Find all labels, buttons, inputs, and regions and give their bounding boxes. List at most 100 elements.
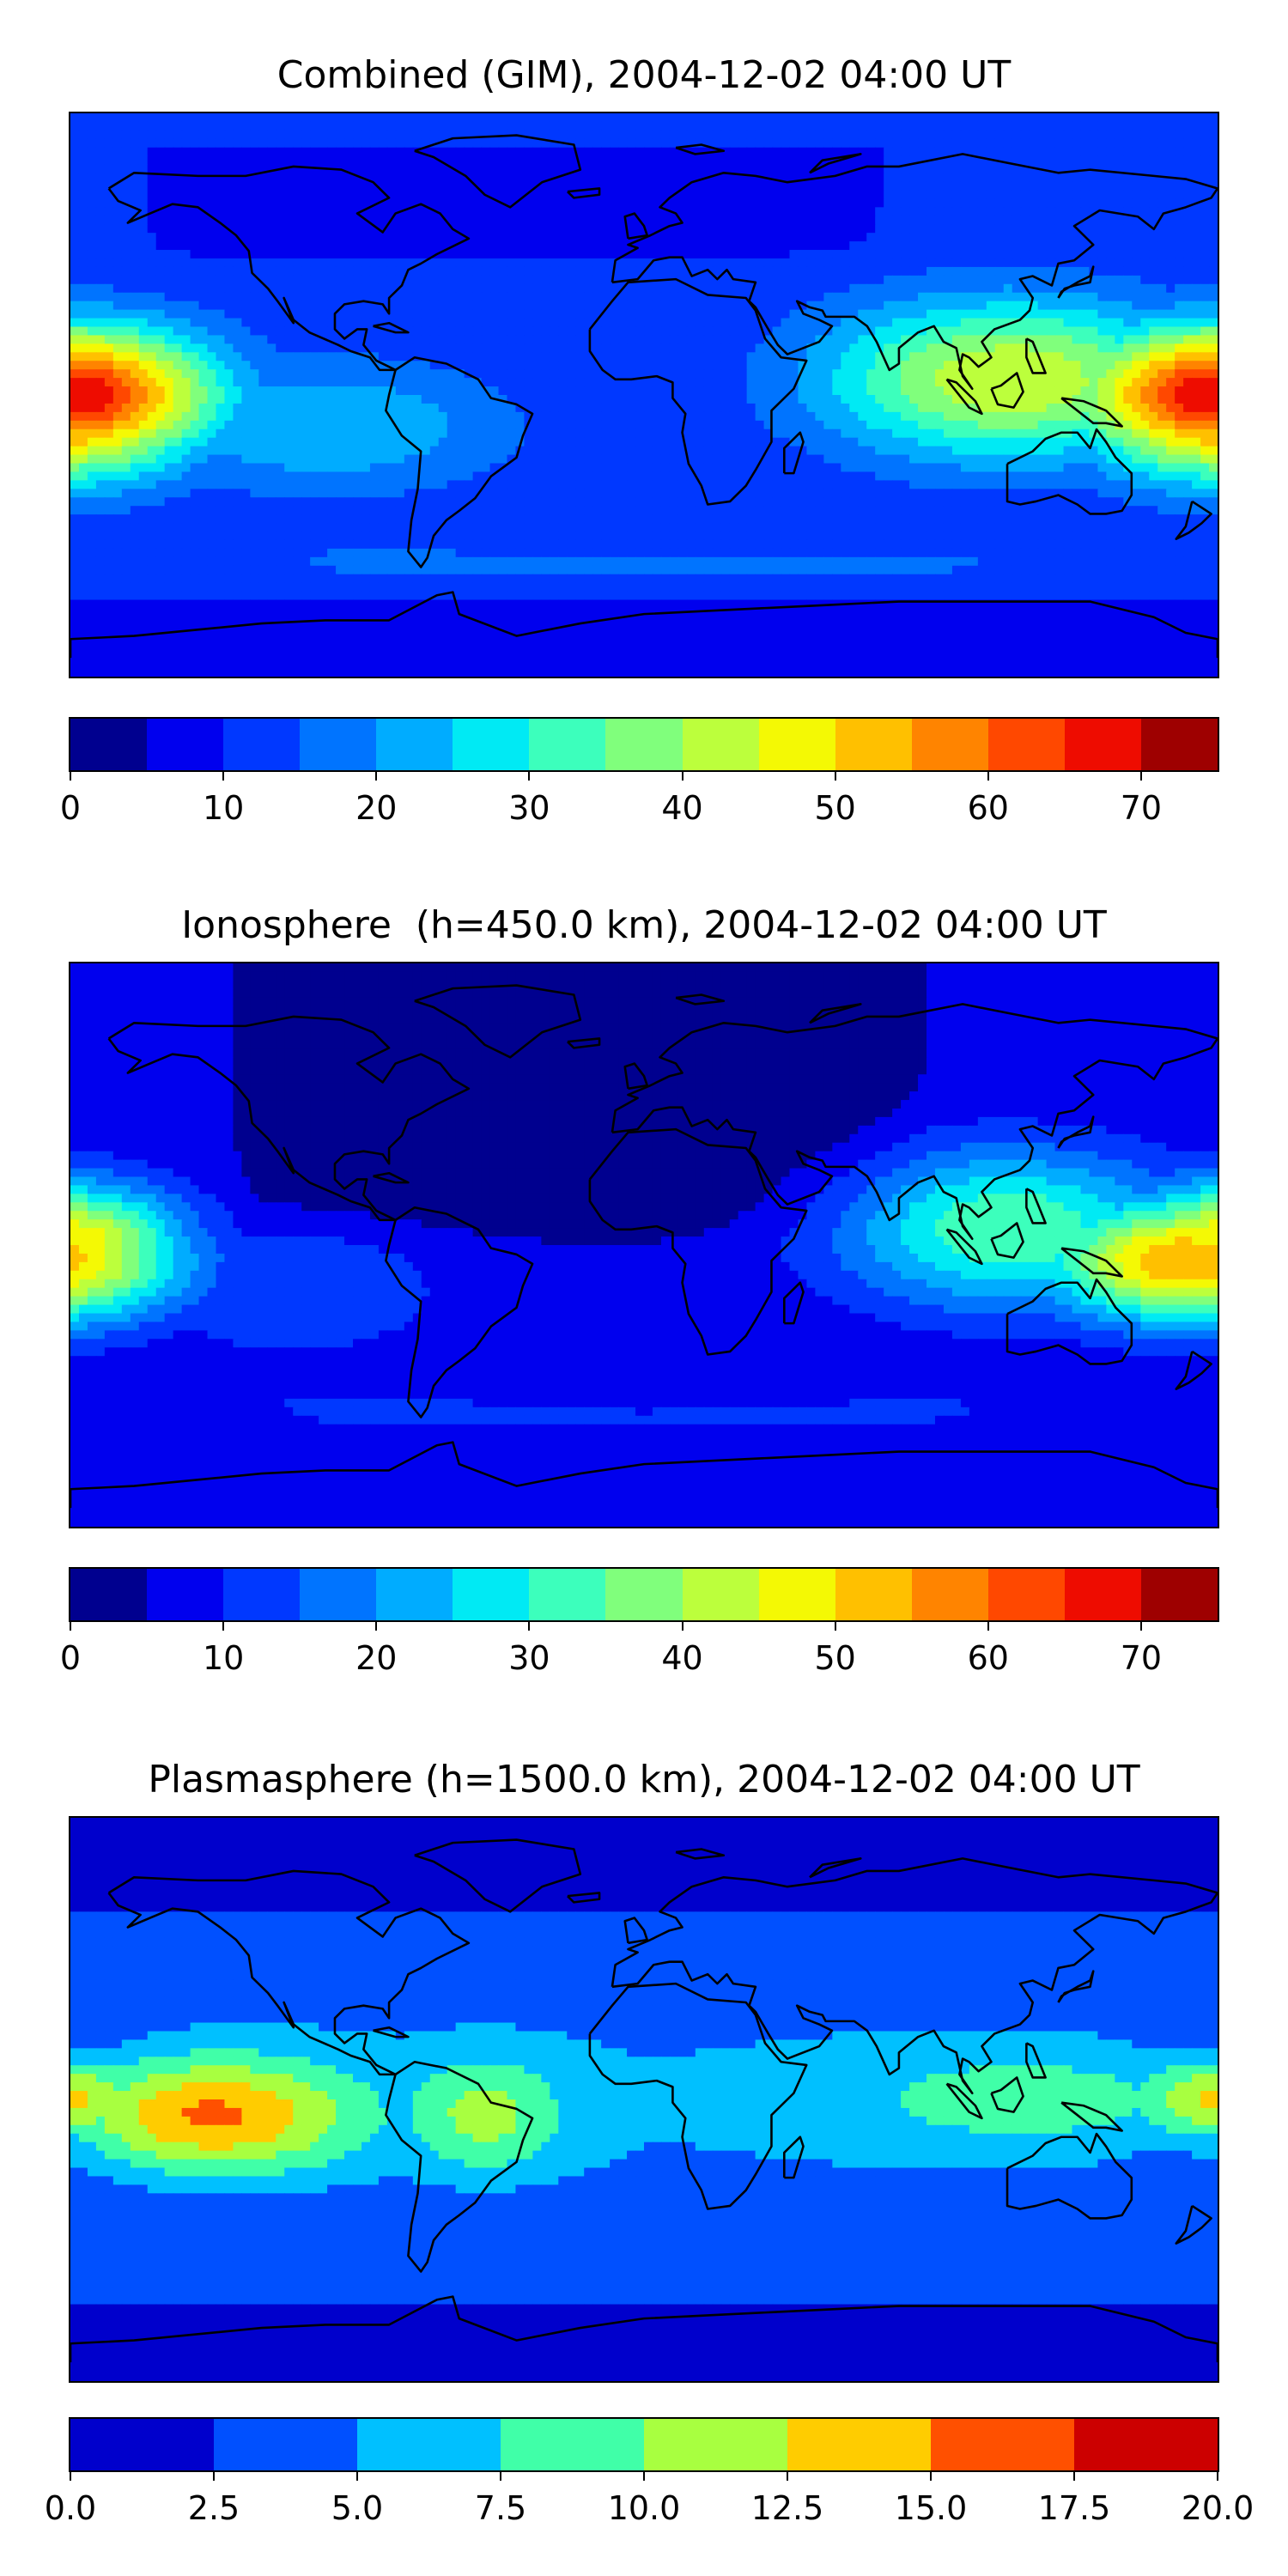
tec-contour-cell — [532, 369, 542, 379]
tec-contour-cell — [1012, 326, 1022, 337]
tec-contour-cell — [216, 428, 226, 439]
tec-contour-cell — [986, 207, 996, 216]
tec-contour-cell — [369, 292, 380, 302]
tec-contour-cell — [78, 138, 88, 149]
tec-contour-cell — [1037, 207, 1048, 216]
tec-contour-cell — [832, 241, 841, 251]
tec-contour-cell — [327, 266, 337, 276]
tec-contour-cell — [1200, 155, 1210, 166]
tec-contour-cell — [1200, 283, 1210, 294]
tec-contour-cell — [464, 386, 474, 396]
tec-contour-cell — [969, 301, 979, 311]
tec-contour-cell — [849, 301, 859, 311]
tec-contour-cell — [207, 343, 217, 353]
tec-contour-cell — [327, 138, 337, 149]
tec-contour-cell — [977, 395, 987, 404]
tec-contour-cell — [1046, 318, 1056, 328]
tec-contour-cell — [892, 155, 902, 166]
tec-contour-cell — [686, 181, 696, 191]
tec-contour-cell — [87, 233, 97, 242]
tec-contour-cell — [155, 207, 166, 216]
tec-contour-cell — [1183, 403, 1193, 413]
tec-contour-cell — [455, 335, 465, 344]
tec-contour-cell — [772, 266, 782, 276]
tec-contour-cell — [541, 352, 550, 361]
tec-contour-cell — [849, 378, 859, 387]
tec-contour-cell — [1200, 164, 1210, 174]
tec-contour-cell — [618, 403, 628, 413]
tec-contour-cell — [798, 181, 808, 191]
tec-contour-cell — [438, 395, 448, 404]
tec-contour-cell — [841, 335, 850, 344]
tec-contour-cell — [104, 181, 114, 191]
tec-contour-cell — [233, 164, 243, 174]
tec-contour-cell — [1089, 283, 1099, 294]
tec-contour-cell — [755, 335, 765, 344]
tec-contour-cell — [87, 301, 97, 311]
tec-contour-cell — [695, 147, 705, 157]
tec-contour-cell — [712, 309, 722, 319]
tec-contour-cell — [1157, 164, 1167, 174]
tec-contour-cell — [738, 121, 748, 131]
tec-contour-cell — [1132, 318, 1141, 328]
tec-contour-cell — [207, 395, 217, 404]
tec-contour-cell — [455, 181, 465, 191]
tec-contour-cell — [644, 292, 653, 302]
tec-contour-cell — [849, 386, 859, 396]
tec-contour-cell — [438, 266, 448, 276]
tec-contour-cell — [1080, 266, 1091, 276]
tec-contour-cell — [78, 309, 88, 319]
tec-contour-cell — [404, 369, 414, 379]
tec-contour-cell — [746, 233, 756, 242]
tec-contour-cell — [284, 138, 294, 149]
tec-contour-cell — [515, 309, 526, 319]
tec-contour-cell — [567, 198, 576, 208]
tec-contour-cell — [532, 190, 542, 199]
tec-contour-cell — [858, 275, 867, 285]
tec-contour-cell — [601, 190, 611, 199]
tec-contour-cell — [447, 395, 457, 404]
tec-contour-cell — [558, 173, 568, 183]
tec-contour-cell — [618, 155, 628, 166]
tec-contour-cell — [267, 198, 276, 208]
tec-contour-cell — [567, 258, 576, 268]
tec-contour-cell — [336, 292, 345, 302]
tec-contour-cell — [1020, 241, 1030, 251]
tec-contour-cell — [558, 352, 568, 361]
tec-contour-cell — [960, 241, 970, 251]
tec-contour-cell — [550, 250, 559, 259]
tec-contour-cell — [121, 318, 131, 328]
tec-contour-cell — [1072, 164, 1082, 174]
tec-contour-cell — [104, 352, 114, 361]
tec-contour-cell — [909, 326, 919, 337]
tec-contour-cell — [327, 241, 337, 251]
tec-contour-cell — [1012, 403, 1022, 413]
tec-contour-cell — [1089, 403, 1099, 413]
tec-contour-cell — [969, 233, 979, 242]
tec-contour-cell — [618, 369, 628, 379]
tec-contour-cell — [644, 352, 653, 361]
tec-contour-cell — [567, 250, 576, 259]
tec-contour-cell — [635, 138, 645, 149]
tec-contour-cell — [969, 190, 979, 199]
tec-contour-cell — [669, 241, 679, 251]
tec-contour-cell — [986, 130, 996, 140]
tec-contour-cell — [618, 113, 628, 123]
tec-contour-cell — [832, 335, 841, 344]
tec-contour-cell — [276, 181, 285, 191]
tec-contour-cell — [1123, 369, 1133, 379]
tec-contour-cell — [1166, 318, 1176, 328]
tec-contour-cell — [875, 173, 884, 183]
tec-contour-cell — [1072, 198, 1082, 208]
tec-contour-cell — [267, 233, 276, 242]
tec-contour-cell — [986, 361, 996, 370]
tec-contour-cell — [1149, 258, 1158, 268]
tec-contour-cell — [627, 411, 636, 422]
tec-contour-cell — [138, 121, 149, 131]
tec-contour-cell — [70, 190, 80, 199]
tec-contour-cell — [575, 420, 585, 430]
tec-contour-cell — [1106, 309, 1115, 319]
tec-contour-cell — [78, 292, 88, 302]
tec-contour-cell — [951, 181, 962, 191]
tec-contour-cell — [395, 335, 405, 344]
